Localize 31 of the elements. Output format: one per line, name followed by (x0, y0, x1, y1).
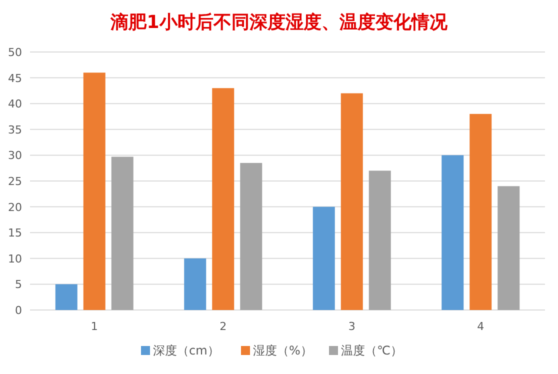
bar (83, 72, 106, 310)
y-tick-label: 5 (15, 278, 22, 292)
x-tick-label: 4 (477, 320, 484, 333)
bar (340, 93, 363, 310)
x-tick-label: 2 (220, 320, 227, 333)
legend-label: 深度（cm） (153, 344, 220, 358)
y-tick-label: 0 (15, 304, 22, 317)
y-tick-label: 20 (8, 200, 22, 214)
bar (442, 155, 464, 310)
bar (470, 114, 492, 310)
y-tick-label: 15 (8, 226, 22, 240)
y-tick-label: 45 (8, 72, 22, 85)
y-tick-label: 10 (8, 252, 22, 266)
bar (240, 162, 262, 310)
y-tick-label: 35 (8, 123, 22, 136)
y-tick-label: 40 (8, 98, 22, 111)
chart-title: 滴肥1小时后不同深度湿度、温度变化情况 (110, 12, 448, 33)
bar (498, 186, 520, 310)
bar (312, 206, 335, 310)
bar (184, 258, 206, 310)
bar (212, 88, 234, 310)
bar (368, 170, 391, 310)
y-tick-label: 30 (8, 149, 22, 162)
legend-label: 湿度（%） (253, 344, 312, 358)
bar (55, 284, 78, 310)
y-tick-label: 25 (8, 175, 22, 188)
bar (111, 156, 134, 310)
legend-label: 温度（℃） (341, 344, 402, 358)
y-tick-label: 50 (8, 46, 22, 59)
x-tick-label: 3 (348, 320, 356, 333)
x-tick-label: 1 (90, 320, 98, 333)
